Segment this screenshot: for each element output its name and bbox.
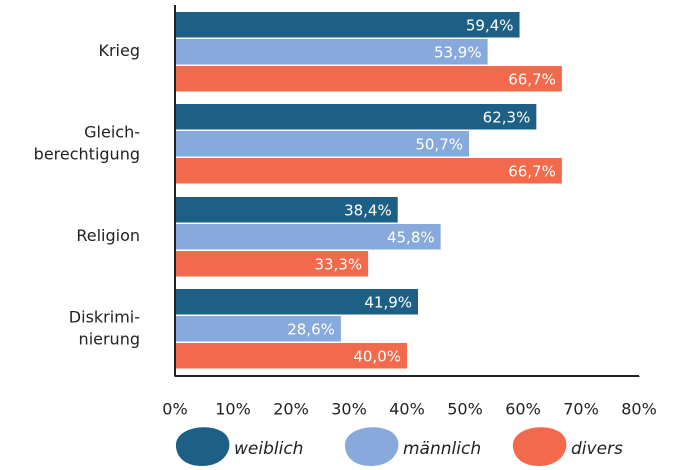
legend-label: divers — [571, 439, 623, 459]
value-label: 40,0% — [353, 347, 401, 365]
bar — [175, 158, 562, 184]
bar — [175, 251, 369, 277]
x-tick-label: 70% — [563, 400, 599, 419]
x-tick-label: 10% — [215, 400, 251, 419]
category-label: Gleich-berechtigung — [34, 122, 140, 163]
bar — [175, 104, 537, 130]
x-tick-label: 0% — [162, 400, 187, 419]
x-tick-label: 60% — [505, 400, 541, 419]
value-label: 45,8% — [387, 228, 435, 246]
value-label: 62,3% — [483, 108, 531, 126]
category-label: Diskrimi-nierung — [69, 307, 140, 348]
value-label: 38,4% — [344, 201, 392, 219]
bar — [175, 39, 488, 65]
value-label: 50,7% — [415, 135, 463, 153]
x-tick-label: 40% — [389, 400, 425, 419]
bar — [175, 12, 520, 38]
x-tick-label: 30% — [331, 400, 367, 419]
value-label: 59,4% — [466, 16, 514, 34]
legend-label: männlich — [403, 439, 481, 459]
x-tick-label: 50% — [447, 400, 483, 419]
legend-swatch — [512, 427, 567, 466]
category-label: Krieg — [98, 41, 140, 60]
legend-swatch — [344, 427, 399, 466]
bar — [175, 343, 407, 369]
bar — [175, 224, 441, 250]
value-label: 33,3% — [314, 255, 362, 273]
legend-label: weiblich — [234, 439, 303, 459]
value-label: 41,9% — [364, 293, 412, 311]
bar — [175, 131, 470, 157]
x-tick-label: 80% — [621, 400, 657, 419]
value-label: 28,6% — [287, 320, 335, 338]
x-tick-label: 20% — [273, 400, 309, 419]
legend-swatch — [175, 427, 230, 466]
bar — [175, 197, 398, 223]
value-label: 66,7% — [508, 70, 556, 88]
bar — [175, 289, 419, 315]
bar — [175, 316, 341, 342]
value-label: 66,7% — [508, 162, 556, 180]
bar — [175, 66, 562, 92]
value-label: 53,9% — [434, 43, 482, 61]
category-label: Religion — [76, 226, 140, 245]
